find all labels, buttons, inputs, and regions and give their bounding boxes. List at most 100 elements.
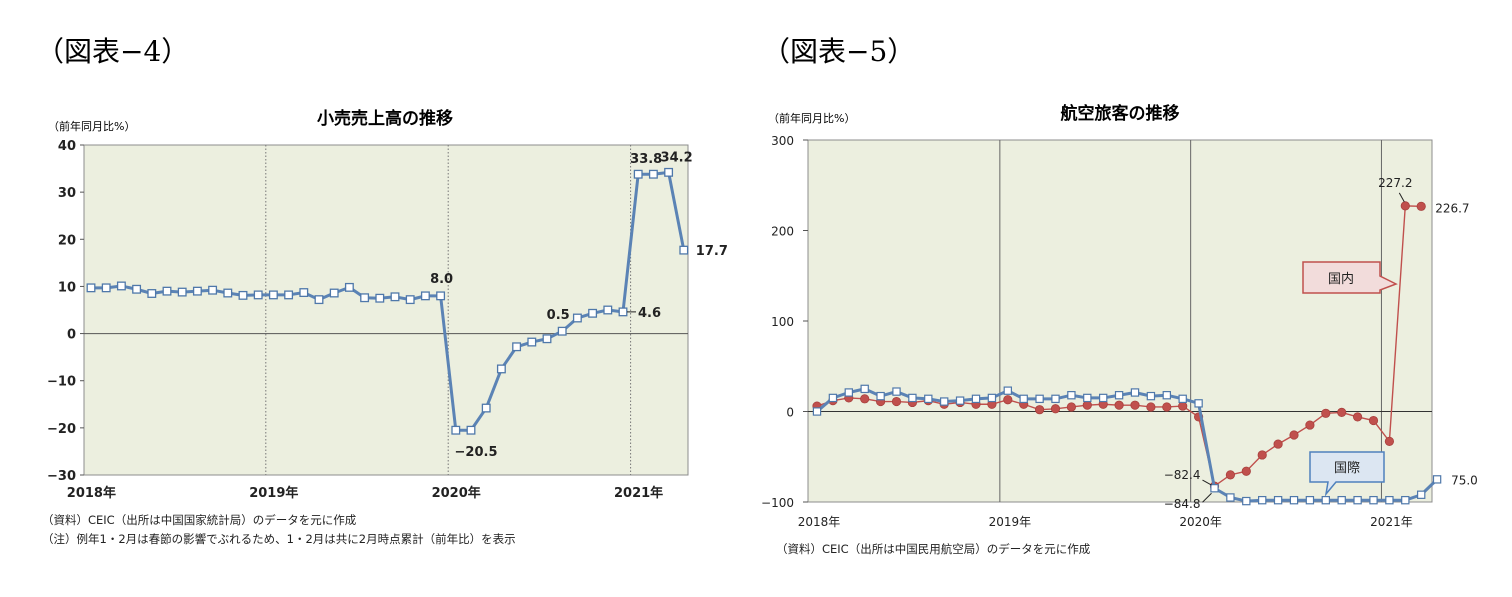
chart5-domestic-point xyxy=(891,396,902,407)
chart5-x-tick-label: 2020年 xyxy=(1179,515,1222,529)
chart5-domestic-point xyxy=(1066,402,1077,412)
chart5-international-point xyxy=(1019,394,1028,404)
chart5-x-tick-label: 2021年 xyxy=(1370,515,1413,529)
chart5-y-tick-label: −100 xyxy=(761,496,794,510)
chart4-data-point xyxy=(299,288,309,298)
chart5-x-tick-label: 2019年 xyxy=(989,515,1032,529)
chart5-y-tick-label: 0 xyxy=(786,406,794,420)
chart5-domestic-point xyxy=(1321,408,1331,418)
chart5-international-point xyxy=(1257,495,1267,505)
chart5-international-point xyxy=(1003,386,1013,395)
chart4-data-point xyxy=(192,286,202,296)
chart5-international-point xyxy=(1305,495,1315,505)
chart4-series-line xyxy=(91,170,686,432)
chart5-leader-line xyxy=(1202,479,1212,486)
chart5-international-callout: 国際 xyxy=(1309,451,1385,497)
chart5-international-point xyxy=(1401,495,1410,505)
chart5-international-point xyxy=(1385,495,1394,505)
chart5-domestic-callout: 国内 xyxy=(1302,261,1398,294)
chart4-data-point xyxy=(633,169,643,179)
chart4-title: 小売売上高の推移 xyxy=(317,108,453,129)
chart5-international-point xyxy=(971,394,981,404)
chart4-data-point xyxy=(238,290,248,300)
chart4-y-tick-label: −10 xyxy=(47,375,76,390)
chart5-international-callout-label: 国際 xyxy=(1334,461,1360,476)
chart5-international-point xyxy=(1114,391,1124,400)
chart4-data-point xyxy=(86,283,96,293)
chart4-data-label: −20.5 xyxy=(455,445,498,460)
chart5-international-point xyxy=(1067,391,1076,400)
chart5-data-label: 75.0 xyxy=(1451,473,1478,487)
chart5-international-point xyxy=(1083,393,1092,403)
chart4-source-note: （資料）CEIC（出所は中国国家統計局）のデータを元に作成 xyxy=(42,513,357,527)
chart5-international-point xyxy=(828,393,838,403)
chart4-data-label: 8.0 xyxy=(430,272,453,287)
chart4-data-point xyxy=(101,283,111,293)
chart4-data-point xyxy=(542,334,552,344)
chart5-international-point xyxy=(1162,391,1171,400)
chart5-domestic-point xyxy=(1353,412,1363,422)
chart4-data-point xyxy=(512,342,522,352)
chart4-data-point xyxy=(177,287,187,297)
chart5-international-point xyxy=(1432,475,1442,484)
chart5-international-callout-box xyxy=(1309,451,1385,497)
chart4-data-point xyxy=(147,289,157,298)
chart4-data-point xyxy=(603,305,613,315)
chart5-domestic-point xyxy=(1368,415,1379,426)
chart5-domestic-point xyxy=(1114,400,1124,410)
chart5-international-point xyxy=(1146,391,1156,401)
chart5-domestic-point xyxy=(1337,407,1347,418)
chart5-domestic-point xyxy=(1384,436,1395,446)
chart4-data-point xyxy=(420,291,430,301)
chart4-data-point xyxy=(436,291,446,301)
chart5-domestic-point xyxy=(1162,402,1172,412)
chart5-international-point xyxy=(812,407,822,416)
chart4-y-tick-label: 30 xyxy=(58,186,76,201)
chart5-international-point xyxy=(1226,493,1235,502)
chart5-data-label: 226.7 xyxy=(1435,201,1469,215)
chart4-data-point xyxy=(618,307,628,317)
chart4-footnote: （注）例年1・2月は春節の影響でぶれるため、1・2月は共に2月時点累計（前年比）… xyxy=(42,532,516,546)
chart5-domestic-point xyxy=(1035,405,1045,415)
chart4-data-point xyxy=(664,167,674,177)
chart4-data-point xyxy=(162,286,172,296)
chart5-international-point xyxy=(987,393,997,403)
chart5-domestic-point xyxy=(1082,400,1092,410)
chart4-data-label: 0.5 xyxy=(547,308,570,323)
chart4-data-point xyxy=(588,308,598,318)
chart5-international-point xyxy=(1369,495,1378,505)
chart4-data-point xyxy=(405,295,415,305)
chart4-data-point xyxy=(268,290,278,300)
chart4-data-point xyxy=(329,288,339,298)
chart4-data-point xyxy=(284,290,294,300)
chart5-international-point xyxy=(1210,484,1219,493)
chart4-data-point xyxy=(116,281,126,291)
chart4-data-point xyxy=(314,295,324,305)
chart5-international-point xyxy=(892,387,901,396)
chart5-domestic-point xyxy=(1305,420,1315,430)
chart5-leader-line xyxy=(1202,492,1212,503)
chart5-international-point xyxy=(1273,495,1283,505)
chart5-international-point xyxy=(1337,495,1346,505)
chart4-data-point xyxy=(360,293,370,303)
chart5-unit-label: （前年同月比%） xyxy=(768,111,855,125)
chart5-international-point xyxy=(1321,495,1330,505)
chart4-data-point xyxy=(223,288,233,298)
chart5-domestic-point xyxy=(1130,400,1140,410)
chart5-domestic-point xyxy=(1273,439,1283,449)
chart5-data-label: −84.8 xyxy=(1164,497,1201,511)
chart5-domestic-point xyxy=(1003,395,1013,405)
chart5-international-point xyxy=(924,394,933,404)
chart5-international-point xyxy=(1035,394,1044,404)
chart4-y-tick-label: 40 xyxy=(58,139,76,154)
chart5-international-point xyxy=(1416,490,1426,499)
chart4-data-label: 34.2 xyxy=(661,150,693,165)
chart5-data-label: 227.2 xyxy=(1378,176,1412,190)
chart4-y-tick-label: 20 xyxy=(58,233,76,248)
chart4-plot-area xyxy=(83,144,689,476)
figure-label-4: （図表−4） xyxy=(36,35,190,68)
chart5-international-point xyxy=(1130,388,1140,397)
chart4-y-tick-label: −20 xyxy=(47,422,76,437)
chart4-data-point xyxy=(451,425,461,435)
chart5-y-tick-label: 100 xyxy=(771,315,794,329)
